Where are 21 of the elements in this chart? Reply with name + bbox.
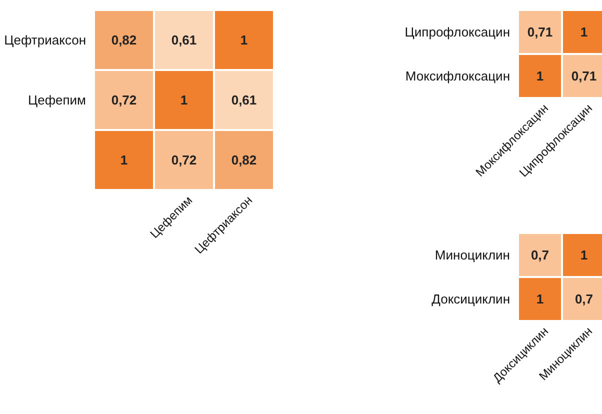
data-label: 0,7 bbox=[574, 292, 594, 307]
y-tick-label: Миноциклин bbox=[434, 248, 510, 263]
data-label: 1 bbox=[536, 292, 544, 307]
data-label: 0,82 bbox=[231, 152, 257, 168]
data-label: 1 bbox=[180, 92, 188, 108]
data-label: 1 bbox=[536, 68, 544, 84]
data-label: 0,72 bbox=[171, 152, 197, 168]
data-label: 0,61 bbox=[171, 32, 197, 48]
data-label: 1 bbox=[240, 32, 248, 48]
data-label: 0,82 bbox=[111, 32, 137, 48]
data-label: 0,72 bbox=[111, 92, 137, 108]
data-label: 1 bbox=[580, 24, 588, 40]
y-tick-label: Ципрофлоксацин bbox=[404, 24, 510, 40]
data-label: 0,71 bbox=[571, 68, 597, 84]
y-tick-label: Доксициклин bbox=[432, 292, 510, 307]
data-label: 0,61 bbox=[231, 92, 257, 108]
y-tick-label: Моксифлоксацин bbox=[405, 68, 510, 84]
data-label: 1 bbox=[120, 152, 128, 168]
data-label: 0,7 bbox=[530, 248, 550, 263]
data-label: 1 bbox=[580, 248, 588, 263]
data-label: 0,71 bbox=[527, 24, 553, 40]
